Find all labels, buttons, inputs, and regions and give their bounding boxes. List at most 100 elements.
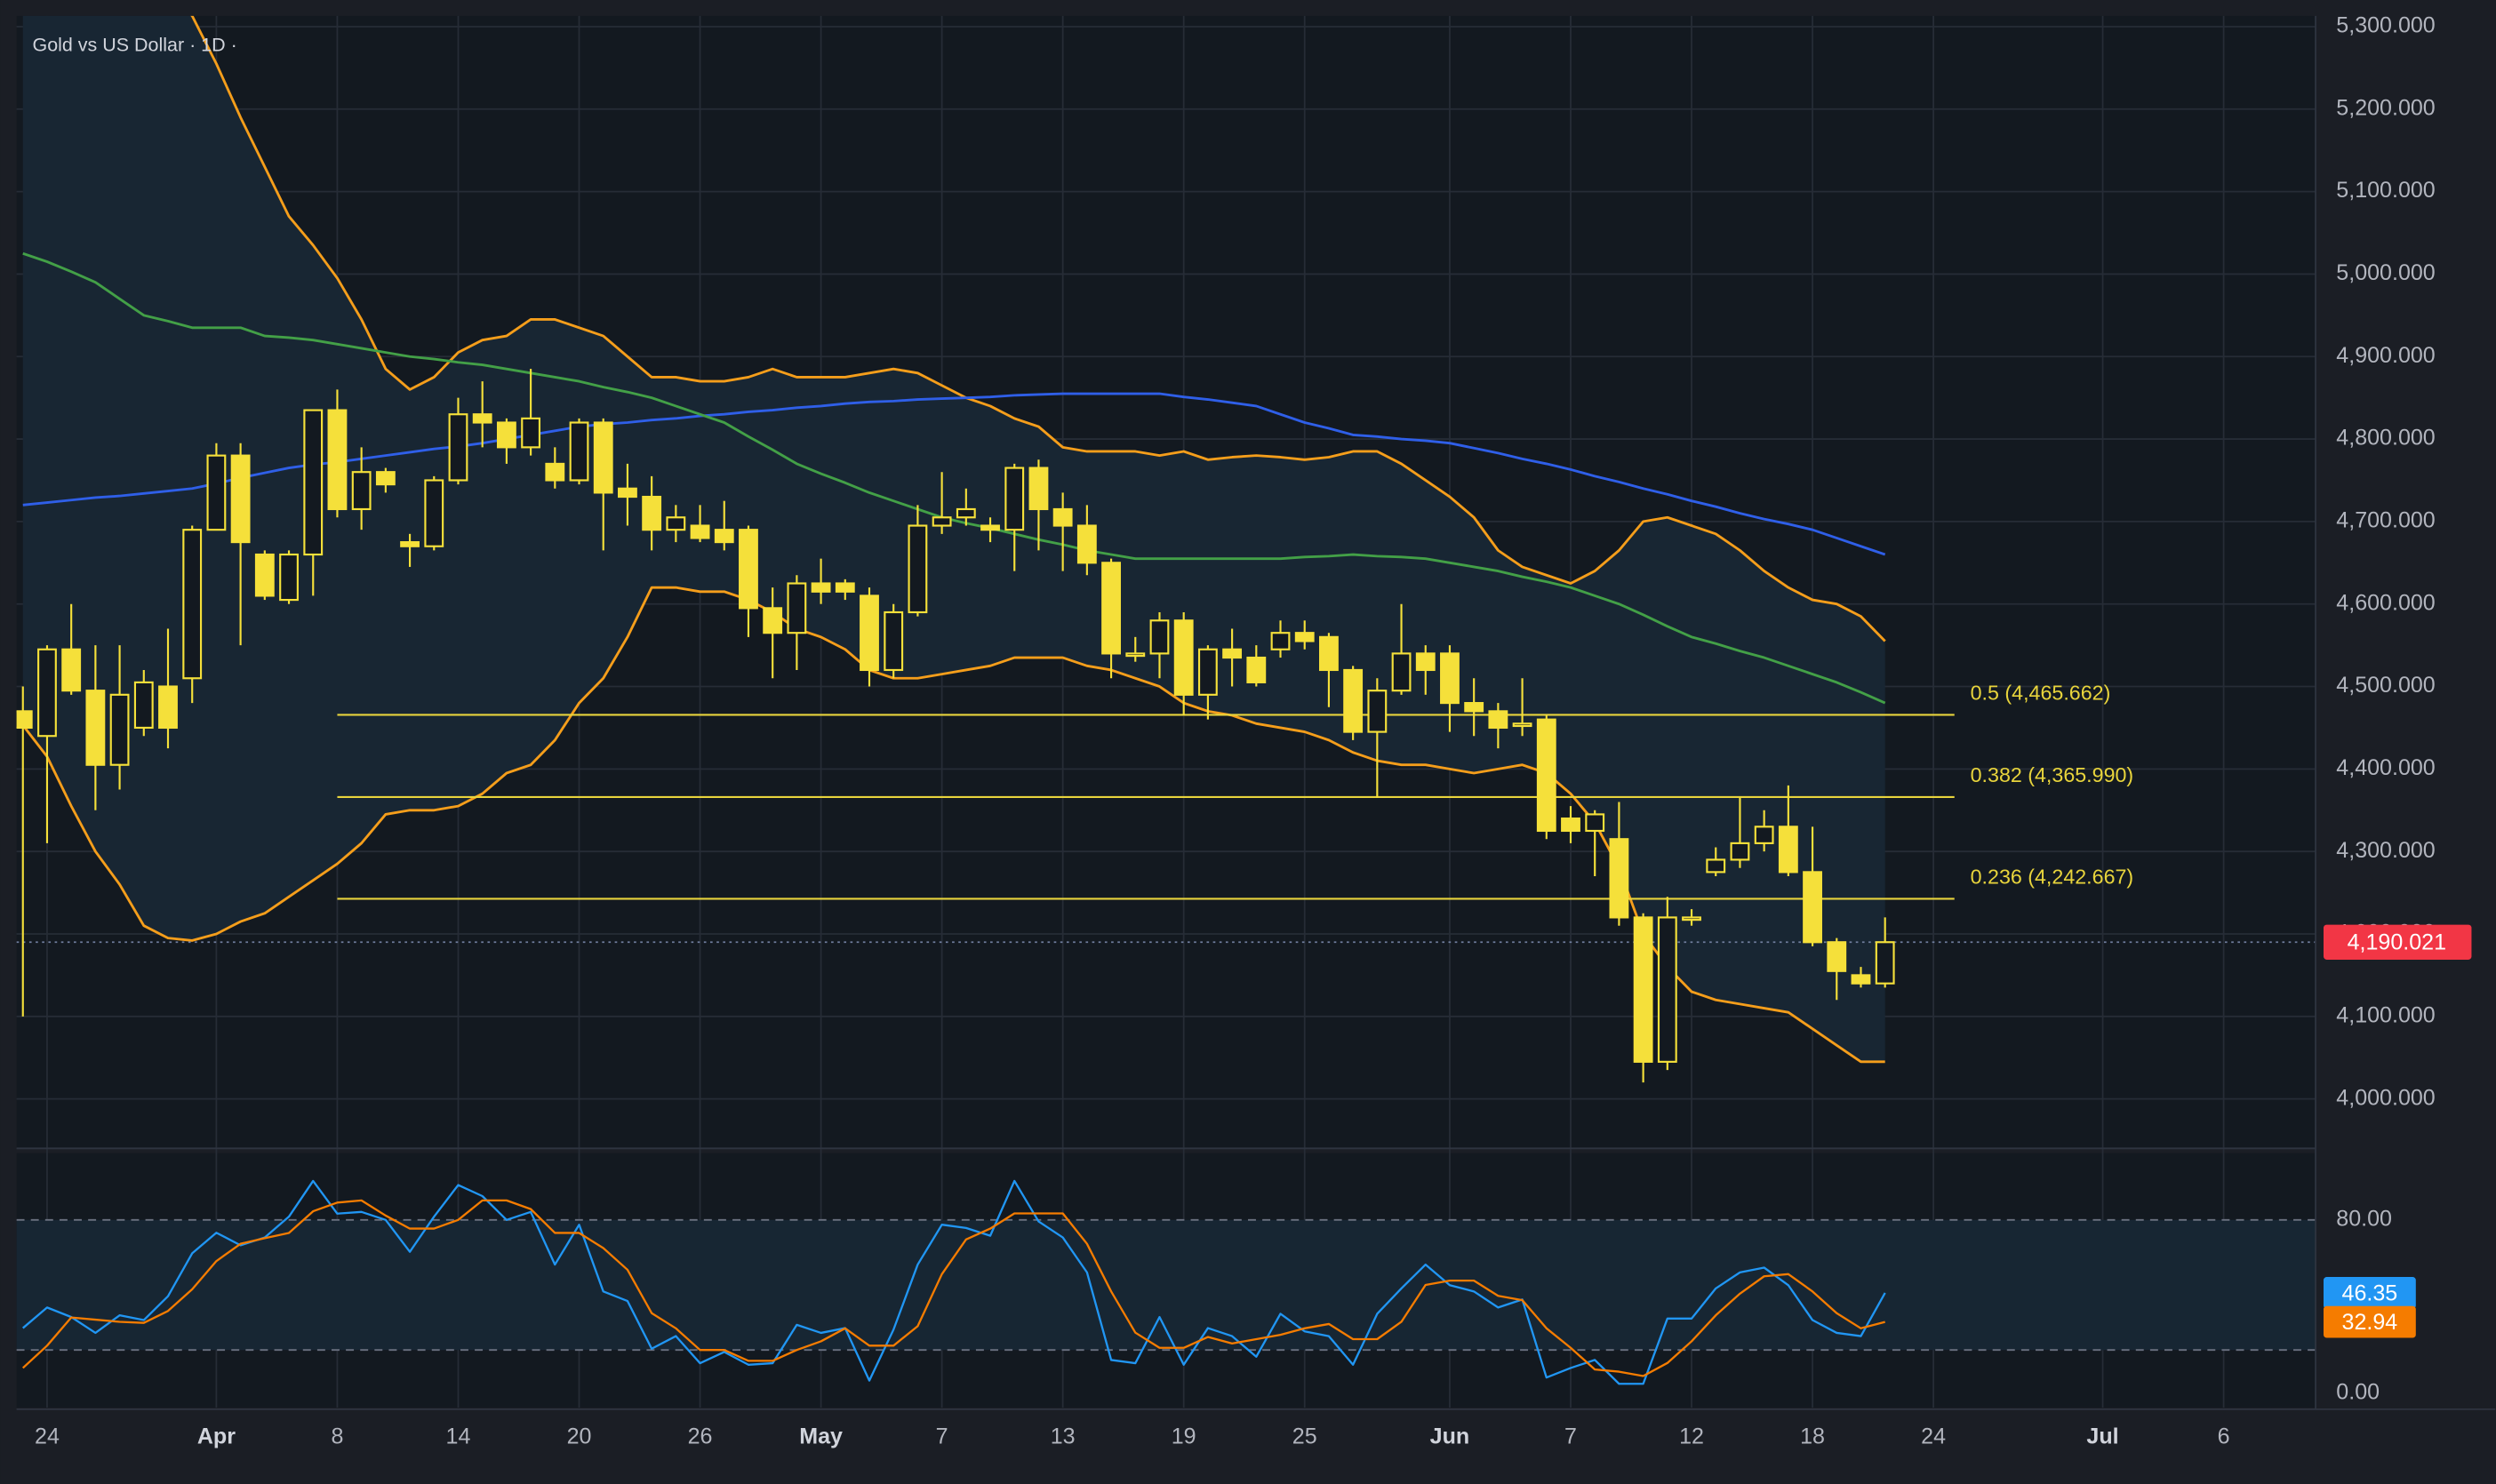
candle-body <box>932 516 952 527</box>
candle-body <box>424 479 444 547</box>
rsi-plot <box>16 1179 2316 1385</box>
y-tick-label: 4,500.000 <box>2336 673 2435 698</box>
y-tick-label: 4,000.000 <box>2336 1085 2435 1110</box>
y-tick-label: 4,100.000 <box>2336 1002 2435 1027</box>
candle-body <box>835 582 855 593</box>
oscillator-line <box>22 1179 1886 1385</box>
x-tick-label: 25 <box>1292 1424 1317 1449</box>
candle-body <box>182 529 203 680</box>
candle-body <box>1125 652 1146 658</box>
candle-body <box>1706 858 1726 874</box>
candle-body <box>1391 652 1412 692</box>
indicator-line <box>190 15 1886 642</box>
candle-body <box>1415 652 1436 672</box>
x-tick-label: 18 <box>1800 1424 1825 1449</box>
candle-body <box>1004 467 1025 531</box>
band-fill <box>22 15 1885 1062</box>
candle-body <box>1270 632 1291 650</box>
y-tick-label: 5,300.000 <box>2336 13 2435 38</box>
rsi-value-tag <box>2323 1305 2416 1338</box>
candle-body <box>1609 838 1629 919</box>
candle-body <box>16 710 33 730</box>
x-tick-label: 20 <box>567 1424 592 1449</box>
x-tick-label: Jun <box>1430 1424 1470 1449</box>
y-tick-label: 4,700.000 <box>2336 508 2435 533</box>
candle-body <box>618 487 637 499</box>
candle-body <box>1536 718 1556 833</box>
candle-body <box>860 594 879 672</box>
y-tick-label: 5,100.000 <box>2336 178 2435 203</box>
candle-body <box>496 421 516 449</box>
candle-body <box>908 524 928 614</box>
x-tick-label: 13 <box>1051 1424 1076 1449</box>
candle-body <box>230 454 251 544</box>
candle-body <box>472 413 492 424</box>
candle-body <box>1440 652 1460 705</box>
candle-body <box>206 454 227 531</box>
x-tick-label: 26 <box>688 1424 713 1449</box>
candle-body <box>375 471 396 486</box>
candle-body <box>1149 619 1170 655</box>
x-tick-label: 19 <box>1172 1424 1196 1449</box>
candle-body <box>400 541 420 547</box>
y-tick-label: 4,400.000 <box>2336 755 2435 780</box>
x-tick-label: May <box>799 1424 843 1449</box>
candle-body <box>521 417 541 449</box>
candle-body <box>569 421 589 482</box>
candle-body <box>1319 635 1339 672</box>
candle-body <box>1633 916 1653 1063</box>
candle-body <box>1367 690 1388 733</box>
rsi-tick-label: 0.00 <box>2336 1380 2380 1405</box>
candle-body <box>1101 562 1121 655</box>
fib-label: 0.236 (4,242.667) <box>1971 865 2134 888</box>
fib-label: 0.5 (4,465.662) <box>1971 681 2111 704</box>
candle-body <box>1052 507 1073 527</box>
candle-body <box>1464 702 1484 713</box>
candle-body <box>1803 871 1822 944</box>
y-tick-label: 5,200.000 <box>2336 95 2435 120</box>
last-price-tag <box>2323 924 2472 960</box>
rsi-value-label: 32.94 <box>2342 1310 2398 1335</box>
candle-body <box>1657 916 1677 1063</box>
x-tick-label: 7 <box>1564 1424 1577 1449</box>
candle-body <box>279 553 299 602</box>
candle-body <box>593 421 613 494</box>
x-tick-label: 8 <box>331 1424 343 1449</box>
candle-body <box>254 553 275 597</box>
chart-title: Gold vs US Dollar · 1D · <box>32 35 236 56</box>
candle-body <box>1585 813 1605 833</box>
indicator-line <box>21 586 1885 1064</box>
candle-body <box>956 507 976 519</box>
candle-body <box>884 610 904 672</box>
candle-body <box>61 648 82 692</box>
candle-body <box>448 413 468 482</box>
candle-body <box>763 607 783 634</box>
candle-body <box>739 529 758 610</box>
candle-body <box>85 690 106 766</box>
rsi-value-tag <box>2323 1277 2416 1309</box>
candle-body <box>980 524 1000 531</box>
candle-body <box>1875 941 1895 985</box>
candle-body <box>109 693 130 766</box>
candle-body <box>690 524 710 539</box>
rsi-tick-label: 80.00 <box>2336 1206 2392 1231</box>
x-tick-label: 24 <box>35 1424 60 1449</box>
candle-body <box>642 495 662 531</box>
candle-body <box>545 462 565 482</box>
x-tick-label: 7 <box>936 1424 948 1449</box>
rsi-value-label: 46.35 <box>2342 1281 2398 1305</box>
x-tick-label: Apr <box>197 1424 236 1449</box>
candle-body <box>1028 467 1049 511</box>
candle-body <box>327 409 348 511</box>
candle-body <box>1561 817 1580 833</box>
candle-body <box>787 582 807 634</box>
candle-body <box>351 471 372 511</box>
x-tick-label: 6 <box>2218 1424 2230 1449</box>
y-tick-label: 4,800.000 <box>2336 426 2435 451</box>
candle-body <box>1730 842 1750 861</box>
candle-body <box>1197 648 1218 696</box>
y-tick-label: 5,000.000 <box>2336 260 2435 285</box>
candle-body <box>1294 632 1315 642</box>
candle-body <box>1246 656 1267 683</box>
candle-body <box>1488 710 1508 730</box>
